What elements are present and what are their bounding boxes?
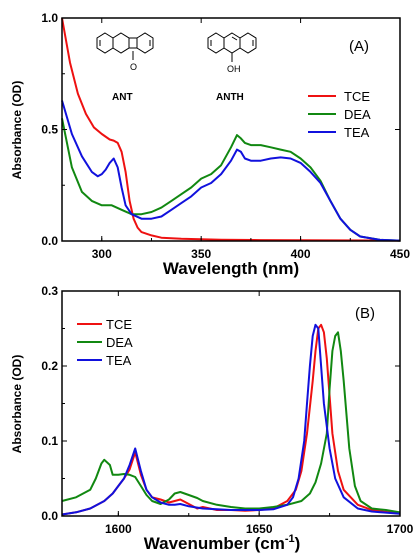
legend-b-label-dea: DEA [106, 335, 133, 350]
panel-a-ticks: 300 350 400 450 0.0 0.5 1.0 [41, 11, 410, 261]
panel-a-ylabel: Absorbance (OD) [10, 81, 24, 180]
panel-b-xtick-label: 1650 [246, 522, 273, 536]
panel-a-legend: TCE DEA TEA [308, 89, 371, 140]
ant-atom-label: O [130, 62, 137, 72]
panel-b-xlabel: Wavenumber (cm-1) [144, 533, 301, 553]
legend-b-label-tce: TCE [106, 317, 132, 332]
panel-b-ytick-label: 0.3 [41, 284, 58, 298]
panel-a: 300 350 400 450 0.0 0.5 1.0 Wavelength (nm) Ab… [10, 11, 410, 278]
panel-b-label: (B) [355, 305, 375, 322]
panel-b-xtick-label: 1700 [387, 522, 414, 536]
panel-b-series [61, 323, 401, 516]
anth-structure-icon [207, 32, 257, 62]
anth-name: ANTH [216, 92, 244, 103]
panel-a-xtick-label: 450 [390, 247, 410, 261]
legend-a-label-tce: TCE [344, 89, 370, 104]
panel-a-xtick-label: 400 [291, 247, 311, 261]
panel-b-series-dea [61, 331, 401, 514]
panel-b-legend: TCE DEA TEA [77, 317, 133, 368]
panel-a-xlabel: Wavelength (nm) [163, 259, 299, 278]
anth-atom-label: OH [227, 64, 241, 74]
ant-structure-icon [96, 32, 154, 60]
panel-b-xlabel-end: ) [295, 534, 301, 553]
panel-b-ytick-label: 0.2 [41, 359, 58, 373]
panel-b-ytick-label: 0.0 [41, 509, 58, 523]
ant-name: ANT [112, 92, 133, 103]
panel-b-series-tea [61, 323, 401, 516]
panel-a-label: (A) [349, 38, 369, 55]
panel-a-xtick-label: 350 [191, 247, 211, 261]
panel-b: 1600 1650 1700 0.0 0.1 0.2 0.3 Wavenumber (cm-… [10, 284, 414, 553]
panel-a-xtick-label: 300 [92, 247, 112, 261]
panel-a-ytick-label: 0.0 [41, 234, 58, 248]
panel-b-ytick-label: 0.1 [41, 434, 58, 448]
panel-b-xlabel-sup: -1 [285, 533, 295, 545]
panel-a-ytick-label: 0.5 [41, 123, 58, 137]
legend-a-label-tea: TEA [344, 125, 370, 140]
panel-b-ylabel: Absorbance (OD) [10, 355, 24, 454]
panel-b-xtick-label: 1600 [105, 522, 132, 536]
panel-b-ticks: 1600 1650 1700 0.0 0.1 0.2 0.3 [41, 284, 413, 536]
legend-b-label-tea: TEA [106, 353, 132, 368]
panel-a-ytick-label: 1.0 [41, 11, 58, 25]
panel-a-series-tea [61, 100, 401, 242]
legend-a-label-dea: DEA [344, 107, 371, 122]
panel-b-xlabel-main: Wavenumber (cm [144, 534, 285, 553]
